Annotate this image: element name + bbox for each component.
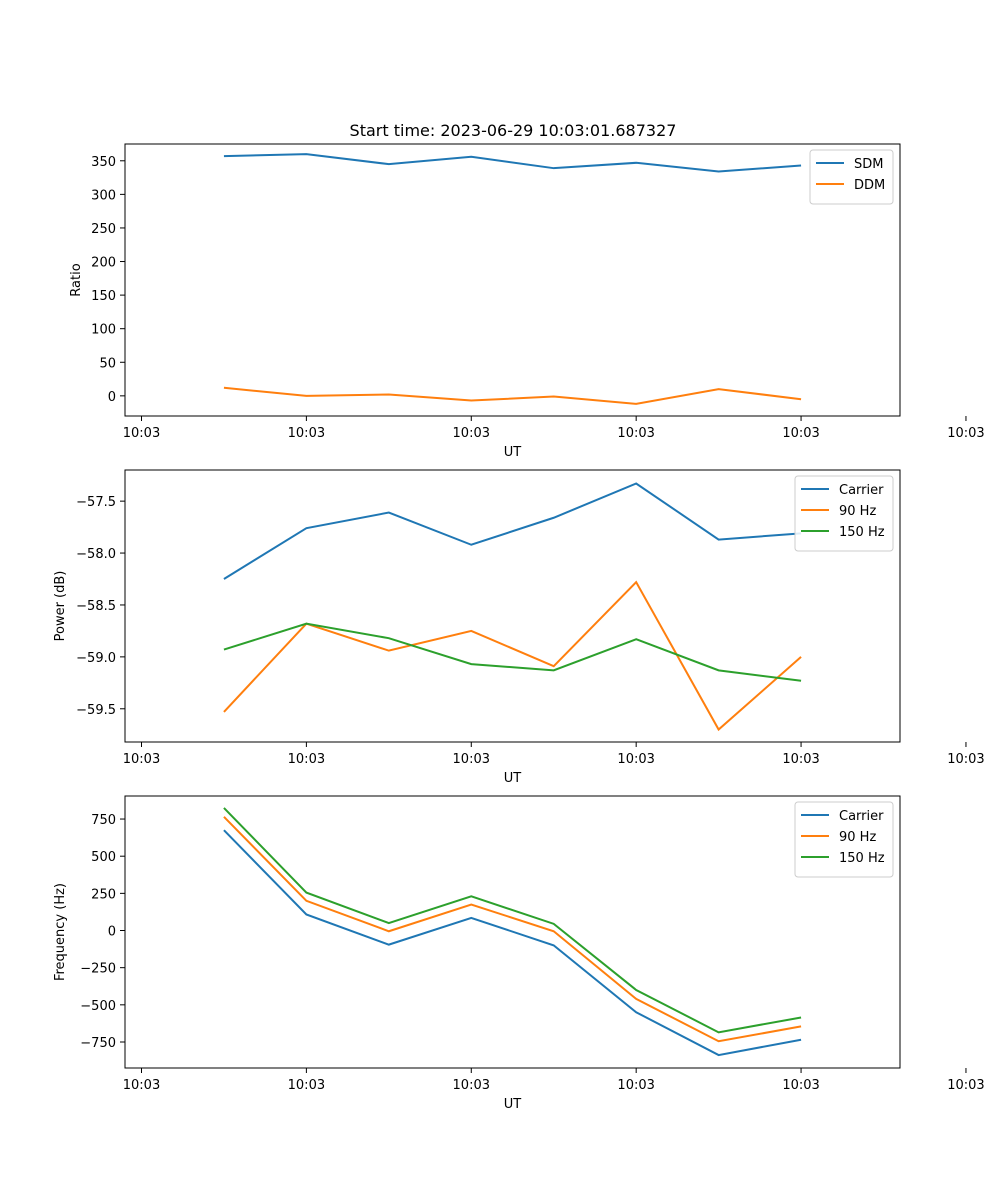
chart-panel-1: 10:0310:0310:0310:0310:0310:0310:0405010…: [69, 143, 985, 460]
y-axis-label: Frequency (Hz): [53, 883, 68, 981]
x-tick-label: 10:03: [947, 1078, 984, 1093]
series-line-90-hz: [223, 580, 802, 732]
plot-frame: [124, 143, 901, 417]
legend-label: DDM: [854, 178, 885, 193]
chart-panel-3: 10:0310:0310:0310:0310:0310:0310:04−750−…: [53, 795, 985, 1112]
x-tick-label: 10:03: [947, 426, 984, 441]
series-line-150-hz: [223, 807, 802, 1034]
series-line-150-hz: [223, 622, 802, 682]
y-axis-label: Ratio: [69, 263, 84, 296]
plots-container: 10:0310:0310:0310:0310:0310:0310:0405010…: [53, 143, 985, 1112]
legend: SDM DDM: [809, 149, 894, 205]
y-tick-label: 500: [91, 850, 116, 865]
y-tick-label: −250: [80, 962, 116, 977]
y-tick-label: −59.0: [76, 651, 116, 666]
y-tick-label: 150: [91, 289, 116, 304]
series-line-carrier: [223, 829, 802, 1057]
y-tick-label: 250: [91, 222, 116, 237]
y-tick-label: −500: [80, 999, 116, 1014]
y-tick-label: 350: [91, 155, 116, 170]
x-tick-label: 10:03: [617, 426, 654, 441]
legend-box: [794, 801, 894, 878]
series-line-ddm: [223, 386, 802, 405]
x-tick-label: 10:03: [947, 752, 984, 767]
x-tick-label: 10:03: [453, 1078, 490, 1093]
x-axis-label: UT: [504, 445, 522, 460]
x-tick-label: 10:03: [123, 752, 160, 767]
x-tick-label: 10:03: [288, 1078, 325, 1093]
series-line-90-hz: [223, 816, 802, 1043]
y-tick-label: 50: [99, 356, 116, 371]
figure-title: Start time: 2023-06-29 10:03:01.687327: [350, 121, 677, 140]
chart-panel-2: 10:0310:0310:0310:0310:0310:0310:04−59.5…: [53, 469, 985, 786]
y-tick-label: 0: [108, 925, 116, 940]
legend-box: [794, 475, 894, 552]
y-tick-label: 300: [91, 188, 116, 203]
y-axis-label: Power (dB): [53, 571, 68, 642]
y-tick-label: 100: [91, 323, 116, 338]
y-tick-label: 750: [91, 813, 116, 828]
y-tick-label: 0: [108, 390, 116, 405]
y-tick-label: −58.0: [76, 547, 116, 562]
legend-label: Carrier: [839, 809, 884, 824]
x-tick-label: 10:03: [123, 426, 160, 441]
y-tick-label: −58.5: [76, 599, 116, 614]
x-tick-label: 10:03: [453, 426, 490, 441]
x-tick-label: 10:03: [782, 752, 819, 767]
legend-label: 150 Hz: [839, 851, 885, 866]
legend: Carrier 90 Hz 150 Hz: [794, 475, 894, 552]
legend-label: Carrier: [839, 483, 884, 498]
legend: Carrier 90 Hz 150 Hz: [794, 801, 894, 878]
x-tick-label: 10:03: [782, 426, 819, 441]
legend-label: SDM: [854, 157, 883, 172]
legend-label: 90 Hz: [839, 830, 876, 845]
legend-label: 150 Hz: [839, 525, 885, 540]
x-axis-label: UT: [504, 1097, 522, 1112]
legend-label: 90 Hz: [839, 504, 876, 519]
series-line-carrier: [223, 482, 802, 580]
x-tick-label: 10:03: [288, 426, 325, 441]
x-axis-label: UT: [504, 771, 522, 786]
series-line-sdm: [223, 153, 802, 173]
y-tick-label: 200: [91, 256, 116, 271]
plot-frame: [124, 795, 901, 1069]
y-tick-label: −57.5: [76, 495, 116, 510]
x-tick-label: 10:03: [123, 1078, 160, 1093]
y-tick-label: −59.5: [76, 703, 116, 718]
plot-frame: [124, 469, 901, 743]
x-tick-label: 10:03: [782, 1078, 819, 1093]
y-tick-label: −750: [80, 1036, 116, 1051]
x-tick-label: 10:03: [617, 1078, 654, 1093]
x-tick-label: 10:03: [617, 752, 654, 767]
x-tick-label: 10:03: [453, 752, 490, 767]
x-tick-label: 10:03: [288, 752, 325, 767]
y-tick-label: 250: [91, 887, 116, 902]
